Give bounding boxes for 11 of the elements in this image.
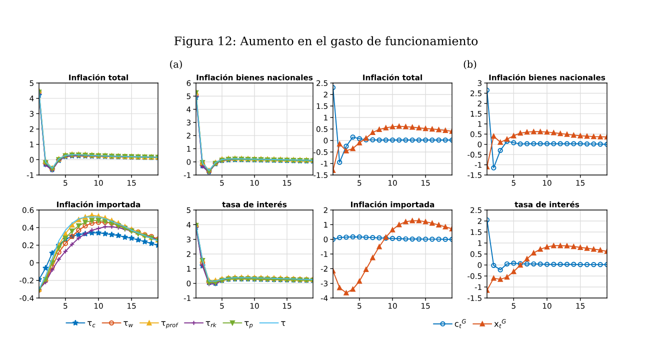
- text: (a): [170, 60, 182, 70]
- text: (b): [464, 60, 476, 70]
- legend-label: x$_{t}$$^{G}$: [494, 319, 506, 328]
- legend-label: τ$_{rk}$: [206, 321, 217, 328]
- legend-label: τ: [281, 321, 286, 326]
- legend-label: τ$_{prof}$: [161, 321, 178, 328]
- legend-label: c$_{t}$$^{G}$: [454, 319, 466, 328]
- legend-label: τ$_{w}$: [124, 321, 134, 328]
- legend-label: τ$_{p}$: [244, 321, 253, 328]
- text: Figura 12: Aumento en el gasto de funcionamiento: [174, 36, 478, 48]
- legend-label: τ$_{c}$: [88, 321, 96, 328]
